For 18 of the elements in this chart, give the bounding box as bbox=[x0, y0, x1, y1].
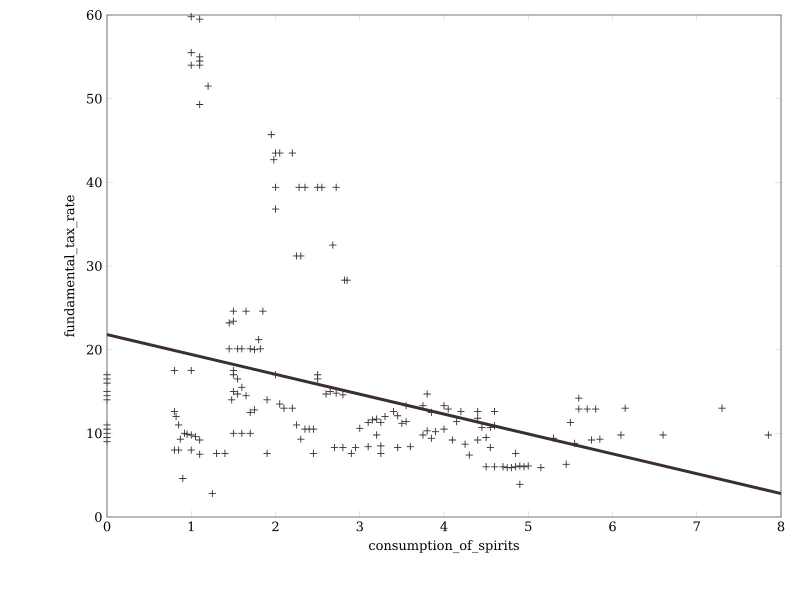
y-tick-label: 20 bbox=[86, 344, 102, 355]
x-tick-label: 4 bbox=[440, 522, 448, 532]
x-tick-label: 8 bbox=[778, 522, 784, 532]
y-axis-title: fundamental_tax_rate bbox=[64, 195, 78, 337]
y-tick-label: 10 bbox=[88, 428, 102, 438]
y-tick-label: 30 bbox=[86, 261, 102, 271]
x-axis-title: consumption_of_spirits bbox=[369, 540, 519, 554]
x-tick-label: 6 bbox=[609, 522, 616, 532]
x-tick-label: 7 bbox=[694, 522, 700, 531]
x-tick-label: 0 bbox=[104, 522, 110, 532]
y-tick-label: 60 bbox=[86, 10, 102, 20]
y-tick-label: 40 bbox=[86, 177, 102, 188]
x-tick-label: 1 bbox=[188, 522, 194, 532]
x-tick-label: 3 bbox=[356, 522, 363, 532]
x-tick-label: 2 bbox=[272, 522, 278, 532]
y-tick-label: 50 bbox=[87, 94, 102, 104]
y-tick-label: 0 bbox=[95, 512, 102, 522]
x-tick-label: 5 bbox=[525, 522, 532, 532]
